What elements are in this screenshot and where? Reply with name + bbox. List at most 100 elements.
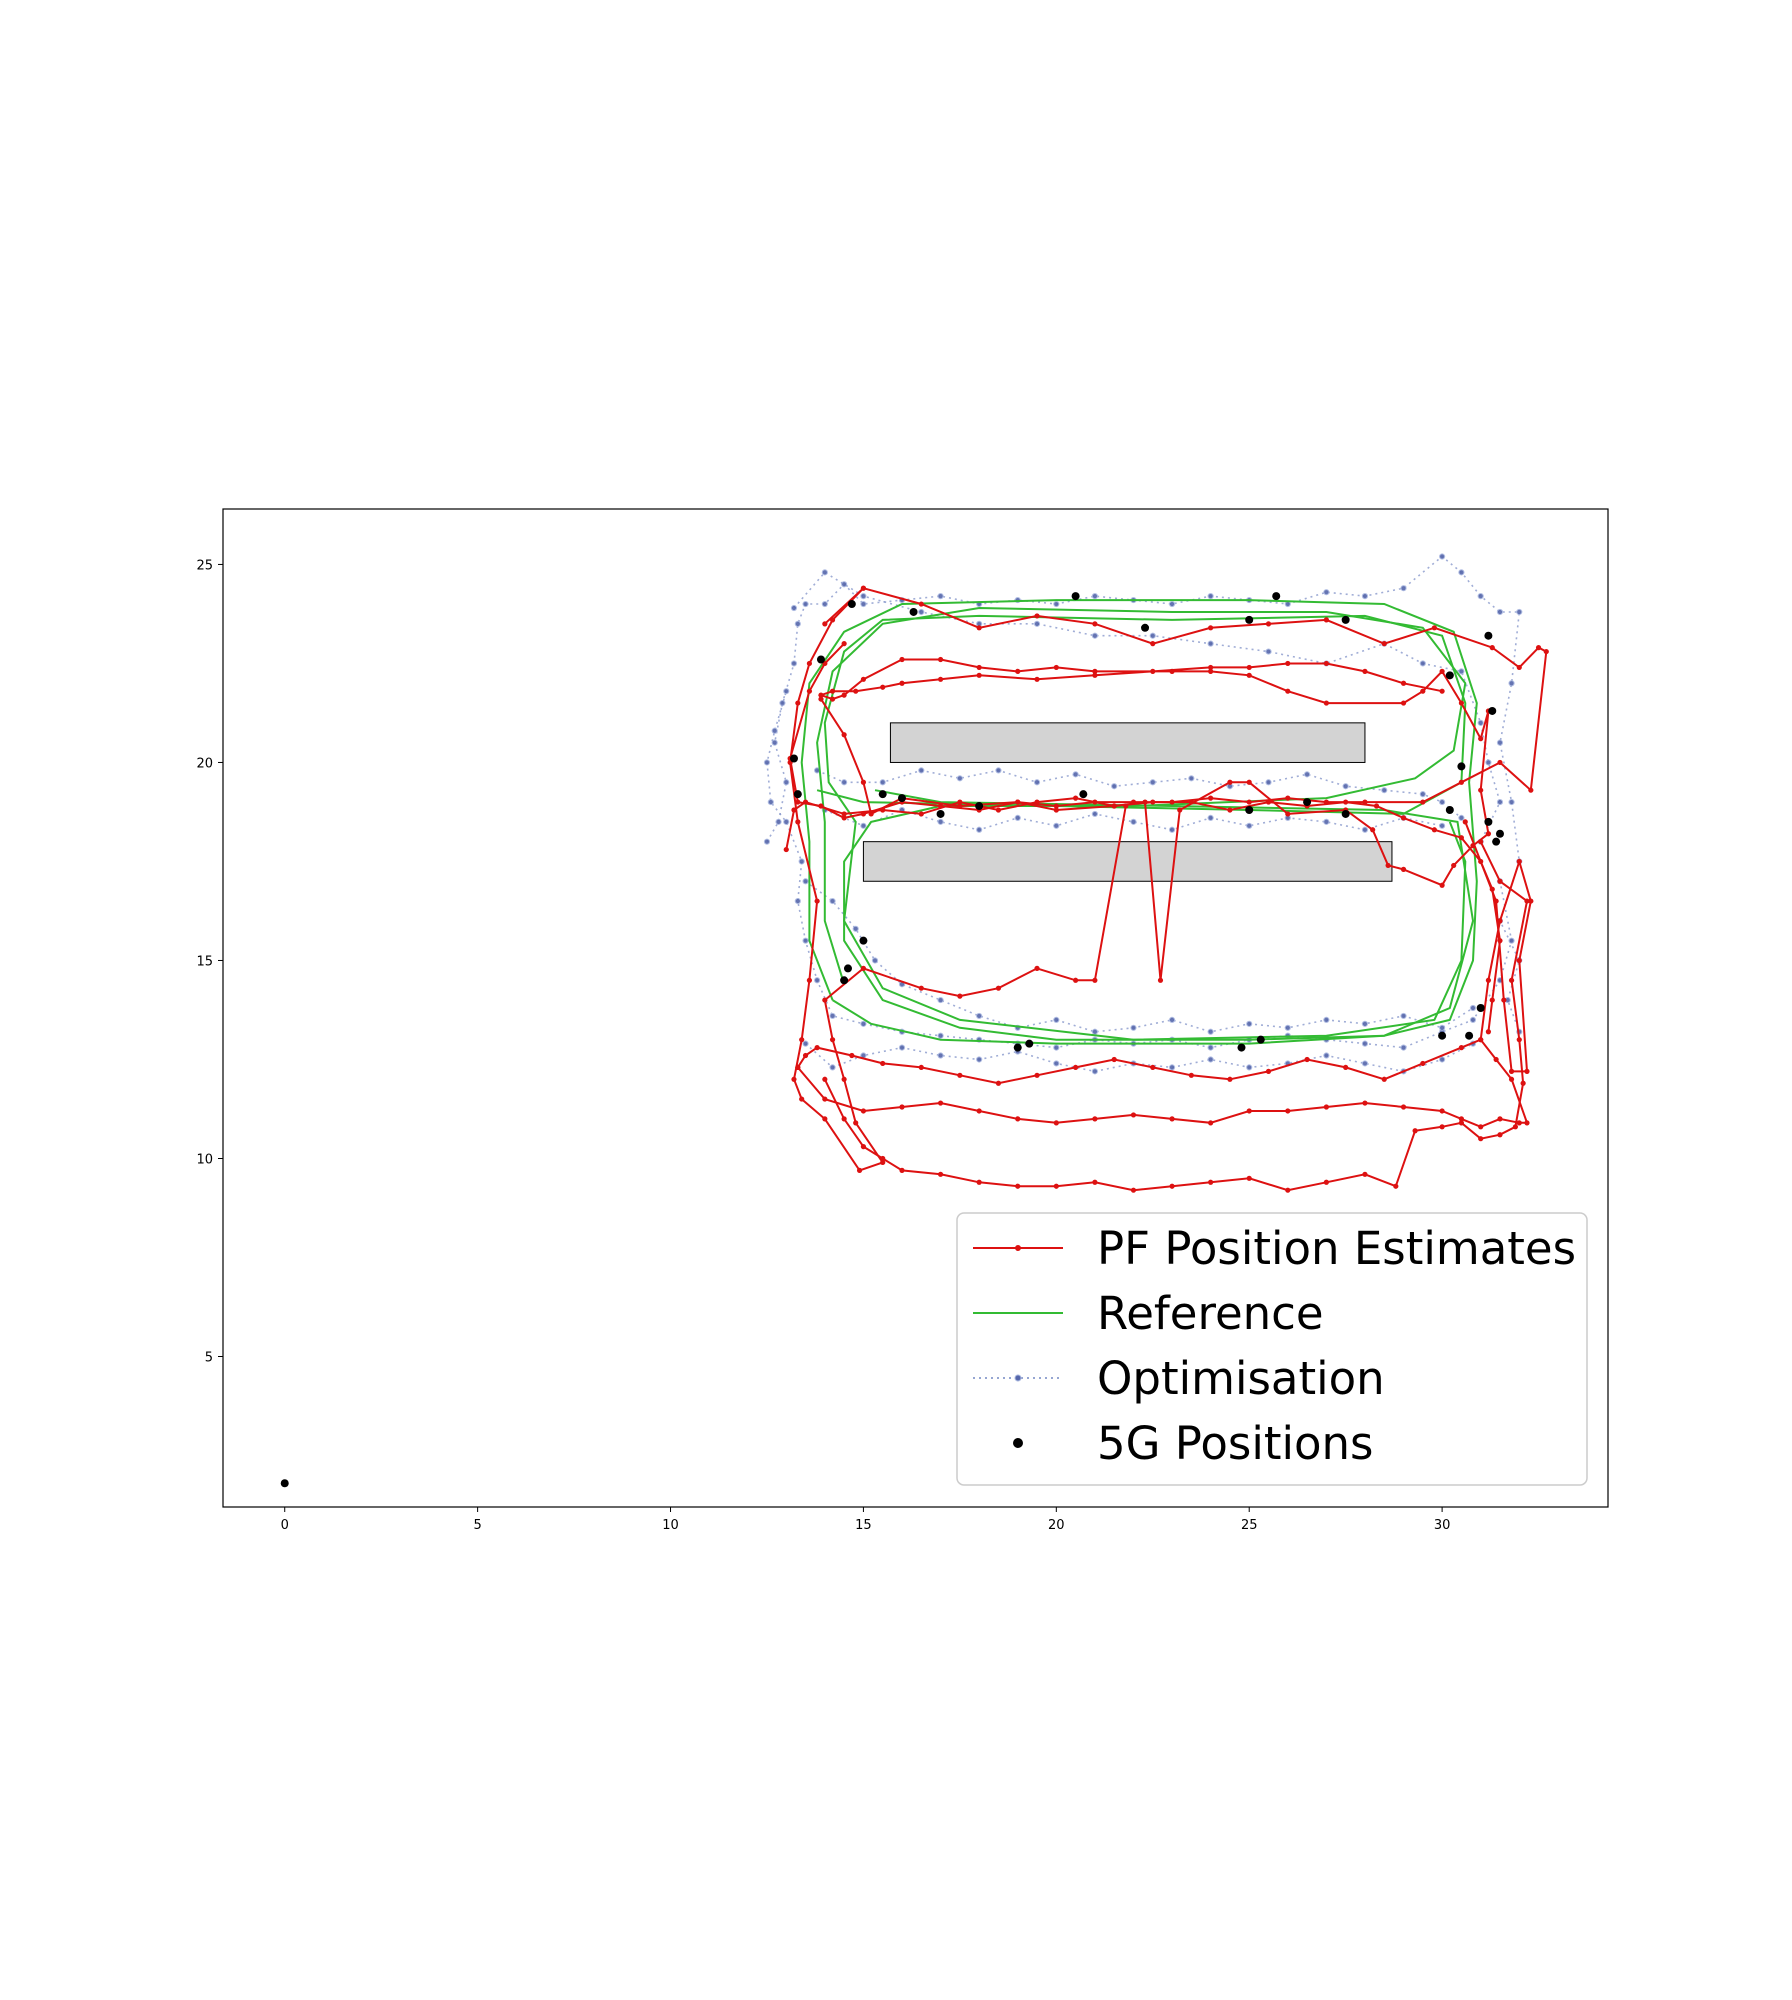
pf-marker bbox=[829, 696, 836, 702]
pf-marker bbox=[1478, 839, 1484, 845]
pf-marker bbox=[841, 692, 847, 698]
pf-marker bbox=[1323, 617, 1329, 623]
pf-marker bbox=[1439, 1108, 1445, 1114]
pf-marker bbox=[1543, 648, 1549, 655]
pf-marker bbox=[1458, 1116, 1464, 1122]
pf-marker bbox=[1246, 799, 1252, 805]
optimisation-marker bbox=[1439, 798, 1446, 806]
optimisation-marker bbox=[937, 1052, 944, 1059]
legend-entry: 5G Positions bbox=[1013, 1417, 1373, 1470]
optimisation-marker bbox=[1168, 826, 1176, 833]
pf-marker bbox=[1323, 660, 1329, 667]
optimisation-marker bbox=[976, 1056, 983, 1063]
pf-marker bbox=[1092, 672, 1098, 678]
optimisation-marker bbox=[794, 897, 801, 905]
pf-marker bbox=[1497, 1132, 1503, 1138]
series-line bbox=[785, 797, 1502, 1032]
pf-marker bbox=[814, 1045, 820, 1051]
pf-marker bbox=[802, 799, 809, 805]
pf-marker bbox=[976, 1179, 982, 1185]
optimisation-marker bbox=[829, 1064, 836, 1071]
optimisation-marker bbox=[1072, 771, 1079, 778]
pf-marker bbox=[1462, 819, 1468, 825]
pf-marker bbox=[1535, 645, 1542, 651]
pf-marker bbox=[1458, 835, 1464, 841]
pf-marker bbox=[1412, 1128, 1418, 1134]
optimisation-marker bbox=[1130, 1024, 1137, 1031]
optimisation-marker bbox=[1485, 759, 1492, 766]
optimisation-marker bbox=[763, 759, 771, 766]
pf-marker bbox=[791, 807, 797, 813]
pf-marker bbox=[976, 1108, 982, 1114]
y-tick-label: 10 bbox=[196, 1152, 213, 1167]
pf-marker bbox=[1508, 1068, 1515, 1074]
pf-marker bbox=[795, 1064, 801, 1071]
pf-marker bbox=[841, 641, 847, 647]
pf-marker bbox=[860, 1108, 867, 1114]
optimisation-marker bbox=[1168, 1064, 1176, 1071]
pf-marker bbox=[1092, 668, 1098, 674]
pf-marker bbox=[1516, 664, 1522, 671]
pf-marker bbox=[899, 656, 905, 663]
pf-marker bbox=[880, 1155, 886, 1162]
pf-marker bbox=[1285, 660, 1291, 667]
pf-marker bbox=[1458, 1120, 1464, 1126]
pf-marker bbox=[1111, 803, 1117, 809]
x-tick-label: 20 bbox=[1048, 1518, 1065, 1533]
pf-marker bbox=[899, 1104, 905, 1110]
optimisation-marker bbox=[1419, 791, 1426, 798]
point-5g bbox=[1341, 615, 1350, 624]
optimisation-marker bbox=[1303, 771, 1311, 778]
pf-marker bbox=[1285, 1187, 1291, 1193]
pf-marker bbox=[1246, 672, 1252, 678]
optimisation-marker bbox=[1469, 1016, 1477, 1023]
pf-marker bbox=[1208, 795, 1214, 801]
optimisation-marker bbox=[1508, 937, 1515, 944]
point-5g bbox=[840, 976, 849, 985]
optimisation-marker bbox=[898, 1044, 906, 1051]
pf-marker bbox=[1400, 680, 1407, 686]
optimisation-marker bbox=[783, 818, 790, 825]
optimisation-marker bbox=[1508, 680, 1515, 687]
pf-marker bbox=[1323, 1179, 1329, 1185]
pf-marker bbox=[1343, 799, 1349, 805]
pf-marker bbox=[1485, 977, 1492, 983]
optimisation-marker bbox=[852, 925, 859, 932]
optimisation-marker bbox=[1361, 1040, 1369, 1047]
pf-marker bbox=[1508, 1076, 1515, 1082]
pf-marker bbox=[829, 688, 836, 694]
y-axis: 5 10 15 20 25 bbox=[196, 558, 223, 1366]
pf-marker bbox=[1497, 918, 1503, 924]
legend-box bbox=[956, 1212, 1588, 1486]
optimisation-marker bbox=[771, 727, 778, 734]
optimisation-marker bbox=[1458, 668, 1465, 675]
pf-marker bbox=[868, 811, 874, 817]
optimisation-marker bbox=[1091, 593, 1098, 600]
optimisation-marker bbox=[1508, 798, 1515, 806]
pf-marker bbox=[1485, 1029, 1492, 1035]
legend-entry: Optimisation bbox=[973, 1352, 1385, 1405]
pf-marker bbox=[918, 985, 924, 991]
pf-marker bbox=[918, 1064, 924, 1071]
optimisation-marker bbox=[860, 1020, 867, 1027]
x-axis: 0 5 10 15 20 25 30 bbox=[281, 1507, 1450, 1533]
optimisation-marker bbox=[937, 818, 944, 825]
point-5g bbox=[1237, 1043, 1246, 1052]
point-5g bbox=[909, 607, 918, 616]
pf-marker bbox=[1512, 1124, 1519, 1130]
pf-marker bbox=[1400, 1104, 1407, 1110]
point-5g bbox=[1492, 837, 1501, 846]
pf-marker bbox=[1034, 676, 1040, 682]
pf-marker bbox=[918, 811, 924, 817]
pf-marker bbox=[1169, 668, 1175, 674]
series-line bbox=[789, 587, 1127, 1172]
optimisation-marker bbox=[1323, 1052, 1330, 1059]
x-tick-label: 10 bbox=[662, 1518, 679, 1533]
series-line bbox=[766, 555, 1521, 1033]
pf-marker bbox=[795, 700, 801, 706]
optimisation-marker bbox=[1111, 783, 1118, 790]
series-pf-position-estimates bbox=[783, 585, 1549, 1193]
optimisation-marker bbox=[1284, 1024, 1291, 1031]
optimisation-marker bbox=[821, 569, 828, 576]
point-5g bbox=[1438, 1031, 1447, 1040]
